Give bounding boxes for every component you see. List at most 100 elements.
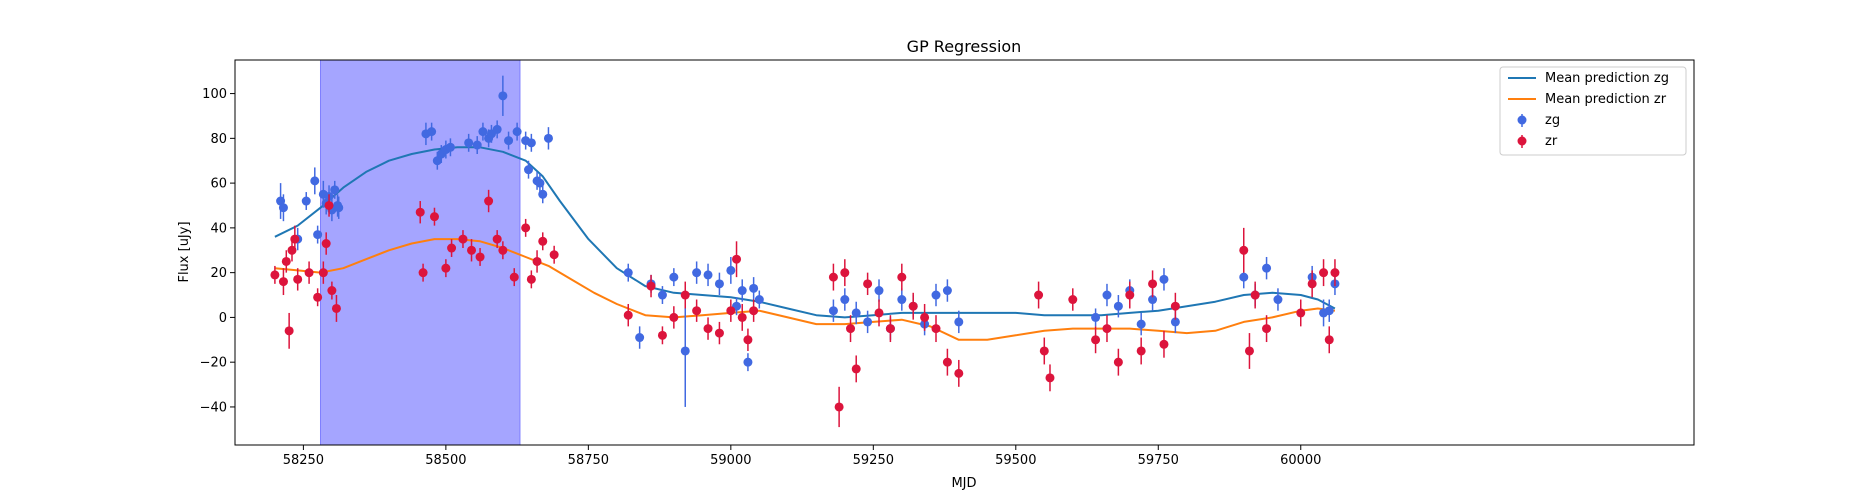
zr-point [954,359,964,387]
zr-point-marker [304,268,314,278]
zr-point [657,326,667,345]
zr-point-marker [1159,339,1169,349]
mean-prediction-zr-line [274,238,1336,341]
zg-point-marker [863,317,873,327]
zg-point-marker [931,290,941,300]
zr-point [1113,348,1123,376]
zr-point-marker [954,368,964,378]
zr-point-marker [1068,295,1078,305]
zg-point-marker [526,138,536,148]
zr-point [304,261,314,284]
zr-point-marker [1091,335,1101,345]
zr-point [429,207,439,226]
zr-point [646,274,656,298]
zg-point [1262,256,1272,280]
zg-point-marker [623,268,633,278]
zr-point-marker [532,256,542,266]
zg-point [851,301,861,325]
zr-point-marker [284,326,294,336]
legend-box [1499,66,1687,156]
zg-point [1273,288,1283,311]
zr-point [321,232,331,255]
zr-point-marker [526,274,536,284]
zr-point [290,225,300,253]
legend: Mean prediction zg Mean prediction zr zg… [1499,66,1687,156]
zr-point-marker [1307,279,1317,289]
zr-point-marker [278,277,288,287]
zr-point-marker [1170,301,1180,311]
zg-point-marker [714,279,724,289]
zg-point [1091,308,1101,327]
zr-point-marker [703,324,713,334]
zr-point [834,386,844,428]
zg-point [714,272,724,296]
zr-point-marker [281,256,291,266]
zr-point [714,321,724,345]
zr-point [318,261,328,284]
zg-point [478,122,488,141]
legend-label-zr-line: Mean prediction zr [1545,92,1667,107]
x-tick-label: 58250 [283,453,324,468]
y-tick-label: 0 [219,311,227,326]
zr-point-marker [467,245,477,255]
zr-point-marker [324,200,334,210]
zr-point-marker [1125,290,1135,300]
zg-point [464,133,474,152]
legend-label-zg-line: Mean prediction zg [1545,71,1669,86]
x-axis-label: MJD [951,476,976,491]
zg-point-marker [840,295,850,305]
zr-point-marker [828,272,838,282]
zr-point-marker [290,234,300,244]
zr-point-marker [1113,357,1123,367]
zg-point [313,225,323,244]
zr-point [281,250,291,273]
zg-point [874,279,884,302]
zr-point [732,241,742,278]
zr-point-marker [1039,346,1049,356]
zg-point [512,122,522,141]
zr-point [1262,315,1272,343]
zg-point [427,122,437,141]
zr-point [863,272,873,296]
zr-point-marker [851,364,861,374]
zg-point-marker [897,295,907,305]
zr-point-marker [834,402,844,412]
zr-point [851,355,861,383]
zg-point-marker [512,127,522,137]
zr-point [492,230,502,249]
zr-point-marker [441,263,451,273]
zr-point [549,245,559,264]
y-axis-label: Flux [uJy] [177,221,192,282]
zg-point-marker [754,295,764,305]
zr-point [623,303,633,327]
zr-point [1045,364,1055,392]
zg-point-marker [737,286,747,296]
x-tick-label: 58750 [568,453,609,468]
zg-point-marker [334,203,344,213]
zr-point [1091,326,1101,354]
zg-point-marker [1159,274,1169,284]
zr-point-marker [874,308,884,318]
legend-label-zr: zr [1545,134,1558,149]
zg-point-marker [726,265,736,275]
zg-point [1113,295,1123,318]
zg-point-marker [828,306,838,316]
zg-point-marker [1136,319,1146,329]
zr-point-marker [1262,324,1272,334]
zr-point-marker [447,243,457,253]
zg-point-marker [1324,306,1334,316]
zg-point [524,160,534,179]
zr-point-marker [692,306,702,316]
zr-point-marker [331,303,341,313]
zg-point-marker [749,283,759,293]
zr-point [532,250,542,273]
zr-point [458,230,468,249]
zg-point-marker [942,286,952,296]
zg-point-marker [657,290,667,300]
zr-point-marker [1250,290,1260,300]
zg-point [330,180,340,199]
x-tick-label: 60000 [1280,453,1321,468]
zg-point-marker [1262,263,1272,273]
zr-point-marker [549,250,559,260]
zg-point [445,138,455,157]
